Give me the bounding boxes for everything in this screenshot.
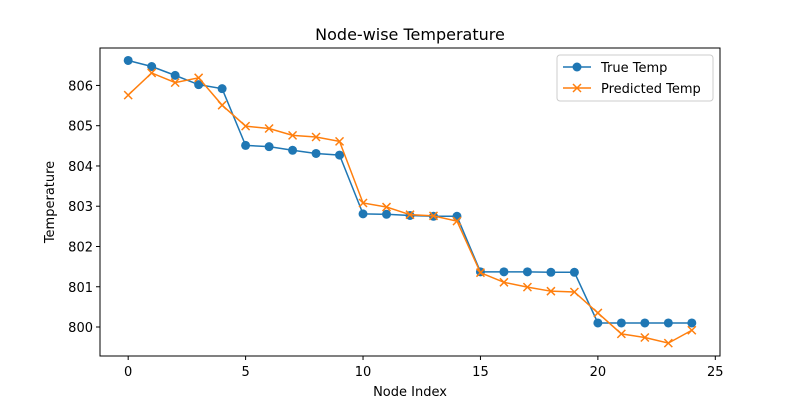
predicted-temp-point bbox=[194, 73, 204, 83]
predicted-temp-point bbox=[475, 268, 485, 278]
legend-true-temp-label: True Temp bbox=[600, 61, 667, 76]
plot-area bbox=[123, 55, 697, 348]
predicted-temp-point bbox=[241, 121, 251, 131]
true-temp-point bbox=[616, 318, 626, 328]
predicted-temp-point bbox=[452, 216, 462, 226]
predicted-temp-point bbox=[288, 130, 298, 140]
y-tick-label: 801 bbox=[68, 281, 93, 296]
x-tick-label: 20 bbox=[590, 365, 607, 380]
predicted-temp-point bbox=[264, 123, 274, 134]
true-temp-point bbox=[288, 145, 298, 155]
predicted-temp-point bbox=[147, 68, 157, 78]
predicted-temp-point bbox=[640, 332, 650, 343]
true-temp-point bbox=[593, 318, 603, 328]
true-temp-point bbox=[170, 70, 180, 80]
predicted-temp-point bbox=[499, 277, 509, 287]
predicted-temp-point bbox=[358, 198, 368, 208]
x-tick-label: 10 bbox=[355, 365, 372, 380]
true-temp-point bbox=[522, 267, 532, 277]
y-tick-label: 802 bbox=[68, 240, 93, 255]
predicted-temp-point bbox=[663, 338, 673, 348]
true-temp-point bbox=[194, 80, 204, 90]
predicted-temp-point bbox=[123, 90, 133, 100]
y-axis-title: Temperature bbox=[43, 161, 58, 244]
true-temp-point bbox=[640, 318, 650, 328]
true-temp-point bbox=[217, 84, 227, 94]
true-temp-point bbox=[499, 267, 509, 277]
legend-true-temp-marker bbox=[572, 62, 582, 72]
legend-box bbox=[556, 54, 714, 102]
true-temp-point bbox=[241, 140, 251, 150]
x-axis: 0 5 10 15 20 25 bbox=[124, 356, 724, 380]
predicted-temp-point bbox=[546, 286, 556, 296]
x-tick-label: 5 bbox=[241, 365, 249, 380]
y-tick-label: 805 bbox=[68, 120, 93, 135]
y-tick-label: 804 bbox=[68, 160, 93, 175]
predicted-temp-point bbox=[428, 211, 439, 221]
true-temp-point bbox=[452, 211, 462, 221]
true-temp-point bbox=[358, 209, 368, 219]
x-tick-label: 15 bbox=[472, 365, 489, 380]
legend-predicted-temp-label: Predicted Temp bbox=[601, 82, 701, 97]
predicted-temp-point bbox=[405, 210, 415, 220]
predicted-temp-point bbox=[687, 325, 697, 335]
x-axis-title: Node Index bbox=[373, 385, 447, 400]
true-temp-point bbox=[147, 62, 157, 72]
true-temp-point bbox=[569, 267, 579, 277]
y-axis: 800 801 802 803 804 805 806 bbox=[68, 79, 100, 336]
true-temp-point bbox=[123, 55, 133, 65]
predicted-temp-point bbox=[217, 100, 227, 110]
true-temp-point bbox=[335, 150, 345, 160]
x-tick-label: 0 bbox=[124, 365, 132, 380]
y-tick-label: 800 bbox=[68, 321, 93, 336]
legend-predicted-temp-marker bbox=[572, 83, 582, 93]
predicted-temp-point bbox=[381, 202, 392, 212]
predicted-temp-point bbox=[311, 132, 321, 142]
y-tick-label: 803 bbox=[68, 200, 93, 215]
true-temp-point bbox=[264, 142, 274, 152]
predicted-temp-point bbox=[335, 136, 345, 146]
predicted-temp-point bbox=[170, 78, 180, 88]
chart-title: Node-wise Temperature bbox=[315, 25, 505, 44]
true-temp-point bbox=[311, 148, 321, 158]
y-tick-label: 806 bbox=[68, 79, 93, 94]
true-temp-point bbox=[687, 318, 697, 328]
legend: True Temp Predicted Temp bbox=[556, 54, 714, 102]
x-tick-label: 25 bbox=[707, 365, 724, 380]
true-temp-point bbox=[663, 318, 673, 328]
predicted-temp-point bbox=[522, 282, 532, 292]
predicted-temp-point bbox=[616, 329, 626, 339]
plot-frame bbox=[99, 47, 721, 357]
true-temp-point bbox=[382, 209, 392, 219]
true-temp-point bbox=[546, 267, 556, 277]
predicted-temp-point bbox=[569, 287, 579, 297]
predicted-temp-point bbox=[593, 308, 603, 318]
